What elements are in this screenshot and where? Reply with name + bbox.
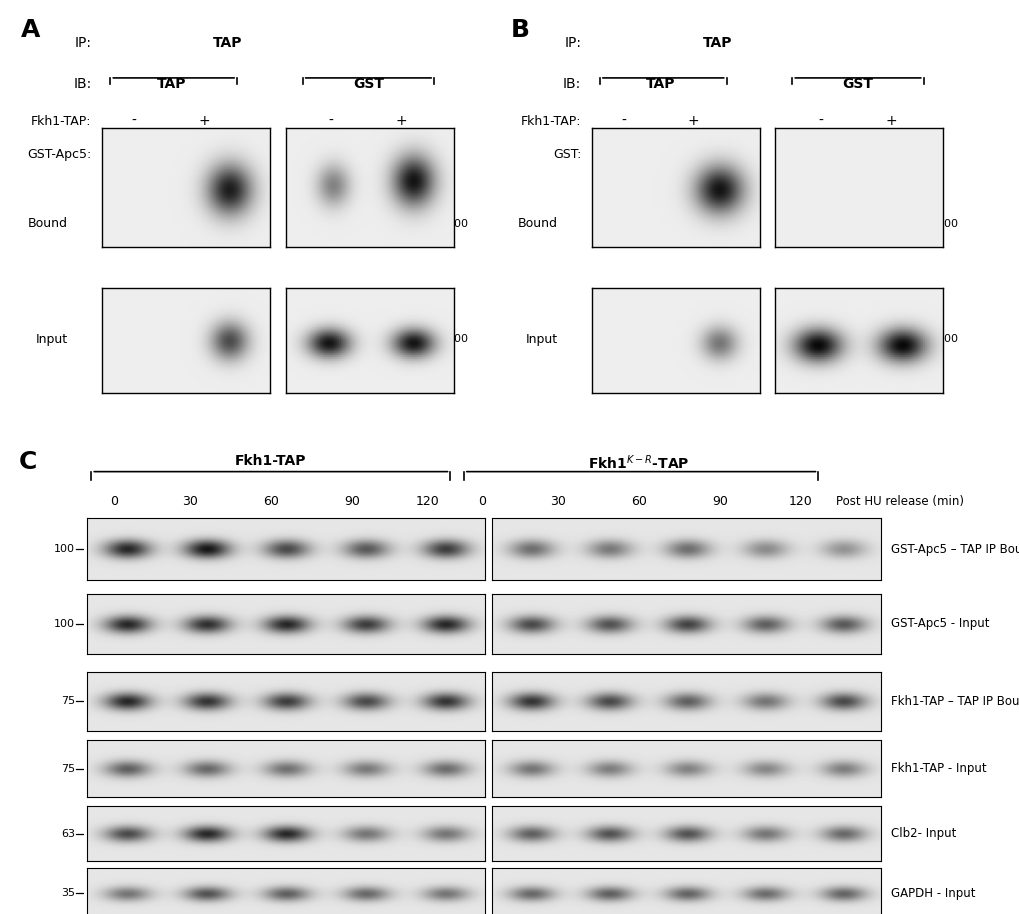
Text: GST-Apc5 - Input: GST-Apc5 - Input xyxy=(890,617,988,631)
Text: GST-Apc5:: GST-Apc5: xyxy=(28,147,92,161)
Text: -: - xyxy=(131,114,137,128)
Text: Fkh1-TAP:: Fkh1-TAP: xyxy=(31,114,92,128)
Text: 120: 120 xyxy=(788,495,811,508)
Text: 90: 90 xyxy=(711,495,727,508)
Text: TAP: TAP xyxy=(157,77,185,91)
Text: A: A xyxy=(21,18,41,42)
Text: 60: 60 xyxy=(631,495,646,508)
Text: B: B xyxy=(511,18,529,42)
Text: -75: -75 xyxy=(740,335,758,344)
Text: Input: Input xyxy=(525,333,557,345)
Text: IB:: IB: xyxy=(73,77,92,91)
Text: GST:: GST: xyxy=(552,147,581,161)
Text: Fkh1$^{K-R}$-TAP: Fkh1$^{K-R}$-TAP xyxy=(588,454,689,473)
Text: GST: GST xyxy=(842,77,872,91)
Text: +: + xyxy=(128,147,140,161)
Text: 100: 100 xyxy=(54,619,74,629)
Text: Fkh1-TAP - Input: Fkh1-TAP - Input xyxy=(890,762,985,775)
Text: -: - xyxy=(621,114,626,128)
Text: Bound: Bound xyxy=(29,218,68,230)
Text: 0: 0 xyxy=(477,495,485,508)
Text: 100: 100 xyxy=(54,545,74,554)
Text: +: + xyxy=(199,114,210,128)
Text: Fkh1-TAP:: Fkh1-TAP: xyxy=(520,114,581,128)
Text: 63: 63 xyxy=(61,829,74,838)
Text: Input: Input xyxy=(36,333,68,345)
Text: -100: -100 xyxy=(443,335,468,344)
Text: 0: 0 xyxy=(110,495,118,508)
Text: TAP: TAP xyxy=(213,36,243,50)
Text: -75: -75 xyxy=(740,219,758,228)
Text: 120: 120 xyxy=(416,495,439,508)
Text: -: - xyxy=(328,114,333,128)
Text: +: + xyxy=(814,147,825,161)
Text: 90: 90 xyxy=(343,495,360,508)
Text: 30: 30 xyxy=(549,495,566,508)
Text: IP:: IP: xyxy=(564,36,581,50)
Text: +: + xyxy=(325,147,336,161)
Text: +: + xyxy=(618,147,629,161)
Text: Fkh1-TAP: Fkh1-TAP xyxy=(235,454,307,468)
Text: 75: 75 xyxy=(61,764,74,773)
Text: GST-Apc5 – TAP IP Bound: GST-Apc5 – TAP IP Bound xyxy=(890,543,1019,556)
Text: +: + xyxy=(688,114,699,128)
Text: TAP: TAP xyxy=(646,77,675,91)
Text: GAPDH - Input: GAPDH - Input xyxy=(890,887,974,900)
Text: -75: -75 xyxy=(251,335,269,344)
Text: Clb2- Input: Clb2- Input xyxy=(890,827,955,840)
Text: GST: GST xyxy=(353,77,383,91)
Text: IB:: IB: xyxy=(562,77,581,91)
Text: +: + xyxy=(395,114,407,128)
Text: +: + xyxy=(884,114,896,128)
Text: 30: 30 xyxy=(182,495,198,508)
Text: -100: -100 xyxy=(443,219,468,228)
Text: -75: -75 xyxy=(251,219,269,228)
Text: IP:: IP: xyxy=(74,36,92,50)
Text: 60: 60 xyxy=(263,495,278,508)
Text: +: + xyxy=(395,147,407,161)
Text: -: - xyxy=(817,114,822,128)
Text: +: + xyxy=(688,147,699,161)
Text: -100: -100 xyxy=(932,335,957,344)
Text: Post HU release (min): Post HU release (min) xyxy=(836,495,963,508)
Text: Fkh1-TAP – TAP IP Bound: Fkh1-TAP – TAP IP Bound xyxy=(890,695,1019,708)
Text: Bound: Bound xyxy=(518,218,557,230)
Text: 35: 35 xyxy=(61,888,74,898)
Text: +: + xyxy=(199,147,210,161)
Text: +: + xyxy=(884,147,896,161)
Text: -100: -100 xyxy=(932,219,957,228)
Text: TAP: TAP xyxy=(702,36,732,50)
Text: C: C xyxy=(18,450,37,473)
Text: 75: 75 xyxy=(61,696,74,707)
